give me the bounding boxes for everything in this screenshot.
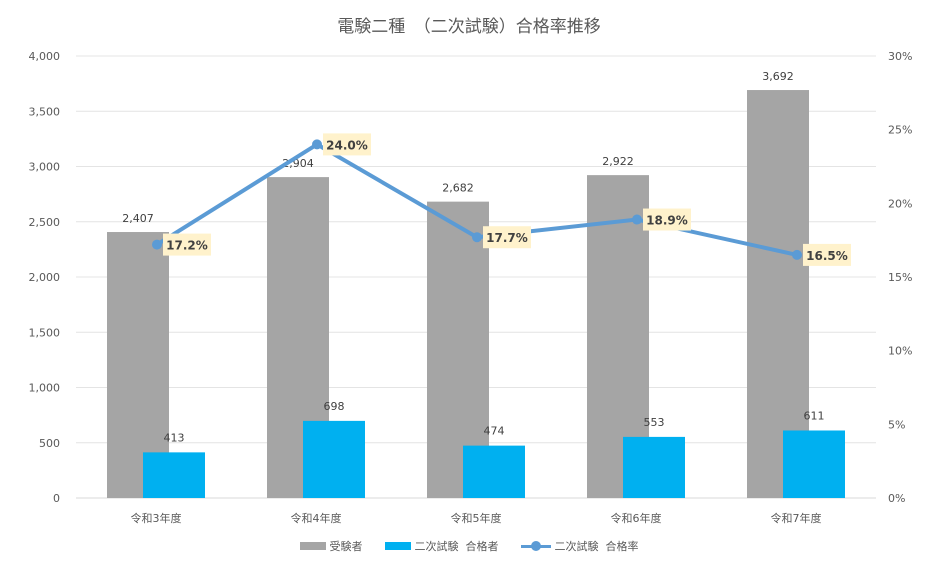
legend-line-marker <box>520 541 551 551</box>
data-label-examinees: 2,922 <box>602 155 634 168</box>
y-left-tick-label: 3,000 <box>29 161 61 174</box>
data-label-passers: 611 <box>804 409 825 422</box>
y-right-tick-label: 0% <box>888 492 905 505</box>
x-tick-label: 令和5年度 <box>451 511 502 525</box>
data-label-passers: 474 <box>484 425 505 438</box>
y-right-tick-label: 20% <box>888 197 912 210</box>
bar-passers <box>783 430 845 498</box>
legend-label: 二次試験 合格率 <box>554 540 639 553</box>
y-right-tick-label: 30% <box>888 50 912 63</box>
point-pass-rate <box>152 239 162 250</box>
x-tick-label: 令和4年度 <box>291 511 342 525</box>
y-left-tick-label: 2,000 <box>29 271 61 284</box>
legend-swatch <box>299 542 326 550</box>
legend-label: 受験者 <box>329 540 363 553</box>
legend: 受験者 二次試験 合格者 二次試験 合格率 <box>0 538 938 554</box>
x-tick-label: 令和7年度 <box>771 511 822 525</box>
x-tick-label: 令和6年度 <box>611 511 662 525</box>
data-label-bg <box>643 208 691 231</box>
y-right-tick-label: 15% <box>888 271 912 284</box>
y-left-tick-label: 1,000 <box>29 382 61 395</box>
point-pass-rate <box>632 214 642 225</box>
data-label-pass-rate: 16.5% <box>806 249 848 263</box>
x-tick-label: 令和3年度 <box>131 511 182 525</box>
data-label-passers: 553 <box>644 416 665 429</box>
y-left-tick-label: 4,000 <box>29 50 61 63</box>
bar-passers <box>623 436 685 498</box>
data-label-bg <box>483 226 531 249</box>
y-right-tick-label: 5% <box>888 418 905 431</box>
data-label-bg <box>803 243 851 266</box>
data-label-pass-rate: 17.2% <box>166 239 208 253</box>
y-left-tick-label: 3,500 <box>29 105 61 118</box>
point-pass-rate <box>472 232 482 243</box>
data-label-pass-rate: 18.9% <box>646 214 688 228</box>
legend-item-pass-rate: 二次試験 合格率 <box>520 538 639 554</box>
chart-title: 電験二種 （二次試験）合格率推移 <box>337 17 601 37</box>
legend-swatch <box>384 542 411 550</box>
y-right-tick-label: 25% <box>888 124 912 137</box>
y-left-tick-label: 1,500 <box>29 326 61 339</box>
data-label-passers: 698 <box>324 400 345 413</box>
data-label-examinees: 3,692 <box>762 70 794 83</box>
data-label-pass-rate: 17.7% <box>486 231 528 245</box>
point-pass-rate <box>312 139 322 150</box>
data-label-pass-rate: 24.0% <box>326 138 368 152</box>
legend-item-examinees: 受験者 <box>299 538 363 554</box>
data-label-examinees: 2,407 <box>122 212 154 225</box>
bar-passers <box>463 445 525 498</box>
data-label-bg <box>323 133 371 156</box>
y-right-tick-label: 10% <box>888 345 912 358</box>
y-left-tick-label: 500 <box>39 437 60 450</box>
legend-item-passers: 二次試験 合格者 <box>384 538 499 554</box>
data-label-bg <box>163 233 211 256</box>
y-left-tick-label: 0 <box>53 492 60 505</box>
point-pass-rate <box>792 249 802 260</box>
bar-examinees <box>747 90 809 498</box>
data-label-examinees: 2,682 <box>442 182 474 195</box>
legend-label: 二次試験 合格者 <box>414 540 499 553</box>
y-left-tick-label: 2,500 <box>29 216 61 229</box>
data-label-passers: 413 <box>164 431 185 444</box>
bar-passers <box>143 452 205 498</box>
bar-passers <box>303 420 365 498</box>
